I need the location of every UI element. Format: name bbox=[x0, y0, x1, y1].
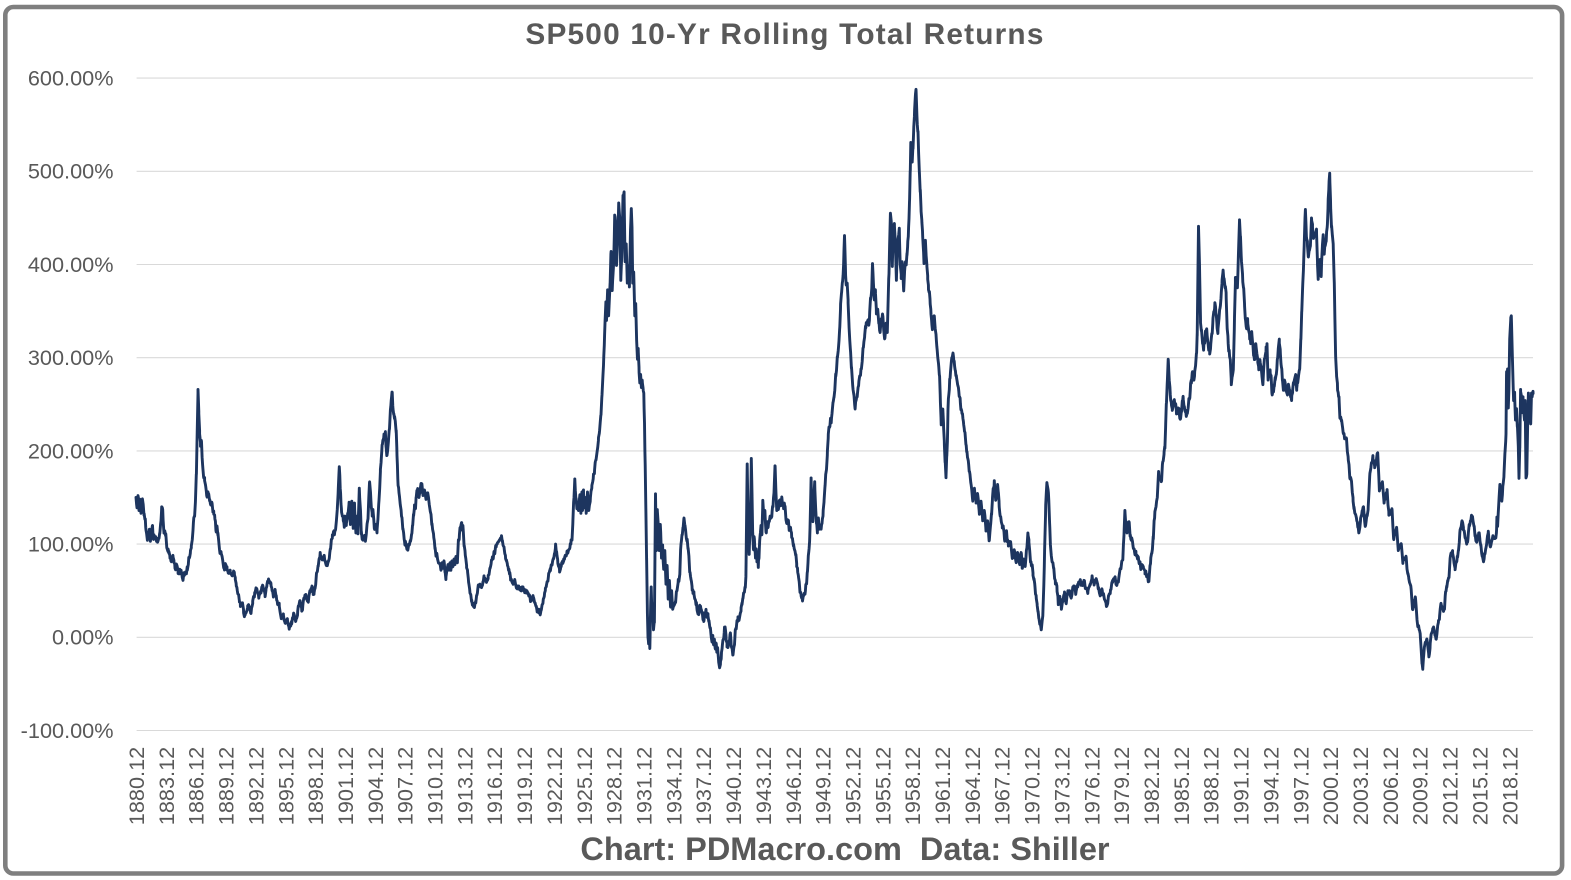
svg-text:1880.12: 1880.12 bbox=[124, 747, 149, 825]
svg-text:1943.12: 1943.12 bbox=[751, 747, 776, 825]
svg-text:1934.12: 1934.12 bbox=[661, 747, 686, 825]
svg-text:1910.12: 1910.12 bbox=[423, 747, 448, 825]
svg-text:1952.12: 1952.12 bbox=[841, 747, 866, 825]
svg-text:1967.12: 1967.12 bbox=[990, 747, 1015, 825]
svg-text:1919.12: 1919.12 bbox=[512, 747, 537, 825]
svg-text:1928.12: 1928.12 bbox=[602, 747, 627, 825]
svg-text:300.00%: 300.00% bbox=[28, 345, 114, 370]
svg-text:1961.12: 1961.12 bbox=[930, 747, 955, 825]
svg-text:SP500 10-Yr Rolling Total Retu: SP500 10-Yr Rolling Total Returns bbox=[525, 18, 1044, 51]
svg-text:-100.00%: -100.00% bbox=[21, 718, 114, 743]
svg-text:1940.12: 1940.12 bbox=[721, 747, 746, 825]
svg-text:1982.12: 1982.12 bbox=[1139, 747, 1164, 825]
svg-text:1892.12: 1892.12 bbox=[243, 747, 268, 825]
svg-text:1994.12: 1994.12 bbox=[1258, 747, 1283, 825]
svg-text:1991.12: 1991.12 bbox=[1229, 747, 1254, 825]
svg-text:1931.12: 1931.12 bbox=[632, 747, 657, 825]
svg-text:2012.12: 2012.12 bbox=[1438, 747, 1463, 825]
svg-text:2009.12: 2009.12 bbox=[1408, 747, 1433, 825]
svg-text:1997.12: 1997.12 bbox=[1288, 747, 1313, 825]
svg-text:1988.12: 1988.12 bbox=[1199, 747, 1224, 825]
svg-text:1958.12: 1958.12 bbox=[900, 747, 925, 825]
svg-text:1976.12: 1976.12 bbox=[1079, 747, 1104, 825]
svg-text:1955.12: 1955.12 bbox=[870, 747, 895, 825]
svg-text:1946.12: 1946.12 bbox=[781, 747, 806, 825]
svg-text:1901.12: 1901.12 bbox=[333, 747, 358, 825]
svg-text:Chart: PDMacro.com Data: Shil: Chart: PDMacro.com Data: Shiller bbox=[580, 831, 1109, 867]
svg-text:1949.12: 1949.12 bbox=[811, 747, 836, 825]
svg-text:600.00%: 600.00% bbox=[28, 66, 114, 91]
svg-text:2000.12: 2000.12 bbox=[1318, 747, 1343, 825]
svg-text:1907.12: 1907.12 bbox=[393, 747, 418, 825]
svg-text:1970.12: 1970.12 bbox=[1020, 747, 1045, 825]
svg-text:1898.12: 1898.12 bbox=[303, 747, 328, 825]
svg-text:1895.12: 1895.12 bbox=[273, 747, 298, 825]
svg-text:1964.12: 1964.12 bbox=[960, 747, 985, 825]
svg-text:1985.12: 1985.12 bbox=[1169, 747, 1194, 825]
svg-text:500.00%: 500.00% bbox=[28, 159, 114, 184]
svg-text:2018.12: 2018.12 bbox=[1497, 747, 1522, 825]
svg-text:2015.12: 2015.12 bbox=[1467, 747, 1492, 825]
svg-text:1973.12: 1973.12 bbox=[1050, 747, 1075, 825]
svg-text:1904.12: 1904.12 bbox=[363, 747, 388, 825]
svg-text:2003.12: 2003.12 bbox=[1348, 747, 1373, 825]
svg-text:1979.12: 1979.12 bbox=[1109, 747, 1134, 825]
svg-text:1922.12: 1922.12 bbox=[542, 747, 567, 825]
svg-text:1916.12: 1916.12 bbox=[482, 747, 507, 825]
svg-text:0.00%: 0.00% bbox=[52, 625, 114, 650]
svg-text:200.00%: 200.00% bbox=[28, 438, 114, 463]
svg-text:1889.12: 1889.12 bbox=[214, 747, 239, 825]
svg-text:1913.12: 1913.12 bbox=[452, 747, 477, 825]
svg-text:100.00%: 100.00% bbox=[28, 532, 114, 557]
svg-text:1886.12: 1886.12 bbox=[184, 747, 209, 825]
svg-text:1925.12: 1925.12 bbox=[572, 747, 597, 825]
svg-text:2006.12: 2006.12 bbox=[1378, 747, 1403, 825]
svg-text:400.00%: 400.00% bbox=[28, 252, 114, 277]
svg-text:1937.12: 1937.12 bbox=[691, 747, 716, 825]
svg-text:1883.12: 1883.12 bbox=[154, 747, 179, 825]
